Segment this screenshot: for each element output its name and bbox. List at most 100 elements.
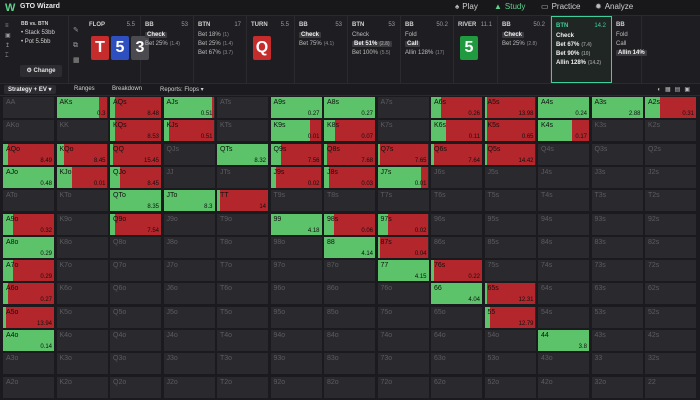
hand-cell-ajo[interactable]: AJo 0.48 <box>2 165 55 189</box>
hand-cell-t6s[interactable]: T6s <box>430 189 483 213</box>
hand-cell-jts[interactable]: JTs <box>216 165 269 189</box>
hand-cell-aqs[interactable]: AQs 8.48 <box>109 96 162 119</box>
action-option[interactable]: Check <box>502 32 525 38</box>
hand-cell-t7o[interactable]: T7o <box>216 259 269 283</box>
hand-cell-63s[interactable]: 63s <box>590 282 644 306</box>
action-option[interactable]: Bet 90% (10) <box>556 51 591 57</box>
hand-cell-kjs[interactable]: KJs 0.51 <box>162 119 216 143</box>
tab-breakdown[interactable]: Breakdown <box>112 86 143 92</box>
hand-cell-77[interactable]: 77 4.15 <box>376 259 430 283</box>
action-panel-bb[interactable]: BB 50.2 Check Bet 25% (2.8) <box>498 16 551 83</box>
hand-cell-j8o[interactable]: J8o <box>162 235 216 259</box>
hand-cell-qjo[interactable]: QJo 8.45 <box>109 165 162 189</box>
hand-cell-a5s[interactable]: A5s 13.98 <box>483 96 537 119</box>
hand-cell-j3s[interactable]: J3s <box>590 165 644 189</box>
hand-cell-aa[interactable]: AA <box>2 96 55 119</box>
pencil-icon[interactable]: ✎ <box>73 27 79 34</box>
hand-cell-a9o[interactable]: A9o 0.32 <box>2 212 55 236</box>
hand-cell-a5o[interactable]: A5o 13.94 <box>2 305 55 329</box>
hand-cell-k7s[interactable]: K7s <box>376 119 430 143</box>
pin-icon[interactable]: ⌶ <box>5 53 9 59</box>
hand-cell-j7s[interactable]: J7s 0.01 <box>376 165 430 189</box>
hand-cell-j9o[interactable]: J9o <box>162 212 216 236</box>
hand-cell-t4o[interactable]: T4o <box>216 329 269 352</box>
hand-cell-52o[interactable]: 52o <box>483 375 537 399</box>
hand-cell-t9o[interactable]: T9o <box>216 212 269 236</box>
hand-cell-k3o[interactable]: K3o <box>55 352 109 376</box>
hand-cell-ajs[interactable]: AJs 0.51 <box>162 96 216 119</box>
hand-cell-t7s[interactable]: T7s <box>376 189 430 213</box>
hand-cell-a7s[interactable]: A7s <box>376 96 430 119</box>
hand-cell-j6o[interactable]: J6o <box>162 282 216 306</box>
hand-cell-a6s[interactable]: A6s 0.26 <box>430 96 483 119</box>
hand-cell-a6o[interactable]: A6o 0.27 <box>2 282 55 306</box>
hand-cell-98s[interactable]: 98s 0.06 <box>323 212 376 236</box>
hand-cell-aks[interactable]: AKs 0.3 <box>55 96 109 119</box>
hand-cell-93o[interactable]: 93o <box>269 352 323 376</box>
hand-cell-32s[interactable]: 32s <box>644 352 697 376</box>
hand-cell-a3o[interactable]: A3o <box>2 352 55 376</box>
hand-cell-98o[interactable]: 98o <box>269 235 323 259</box>
hand-cell-44[interactable]: 44 3.8 <box>537 329 590 352</box>
hand-cell-87s[interactable]: 87s 0.04 <box>376 235 430 259</box>
hand-cell-54o[interactable]: 54o <box>483 329 537 352</box>
hand-cell-85s[interactable]: 85s <box>483 235 537 259</box>
hand-cell-a4s[interactable]: A4s 0.24 <box>537 96 590 119</box>
hand-cell-t6o[interactable]: T6o <box>216 282 269 306</box>
hand-cell-k9s[interactable]: K9s 0.01 <box>269 119 323 143</box>
hand-cell-q8s[interactable]: Q8s 7.68 <box>323 142 376 166</box>
action-panel-bb[interactable]: BB 53 Check Bet 75% (4.1) <box>295 16 348 83</box>
hand-cell-74s[interactable]: 74s <box>537 259 590 283</box>
hand-cell-tt[interactable]: TT 14 <box>216 189 269 213</box>
nav-practice[interactable]: ▭ Practice <box>541 2 580 11</box>
action-option[interactable]: Call <box>405 41 421 47</box>
hand-cell-t2o[interactable]: T2o <box>216 375 269 399</box>
action-option[interactable]: Allin 14% <box>616 50 647 56</box>
hand-cell-t8s[interactable]: T8s <box>323 189 376 213</box>
action-option[interactable]: Bet 67% (7.4) <box>556 42 592 48</box>
action-option[interactable]: Bet 18% (1) <box>198 32 229 38</box>
action-option[interactable]: Bet 100% (5.5) <box>352 50 391 56</box>
action-option[interactable]: Bet 51% (2.8) <box>352 41 392 47</box>
hand-cell-87o[interactable]: 87o <box>323 259 376 283</box>
hand-cell-66[interactable]: 66 4.04 <box>430 282 483 306</box>
hand-cell-k5s[interactable]: K5s 0.65 <box>483 119 537 143</box>
hand-cell-q4o[interactable]: Q4o <box>109 329 162 352</box>
action-option[interactable]: Fold <box>405 32 417 38</box>
hand-cell-96o[interactable]: 96o <box>269 282 323 306</box>
hand-cell-q2s[interactable]: Q2s <box>644 142 697 166</box>
hand-cell-96s[interactable]: 96s <box>430 212 483 236</box>
hand-cell-k8o[interactable]: K8o <box>55 235 109 259</box>
nav-analyze[interactable]: ✹ Analyze <box>595 2 633 11</box>
hand-cell-kqs[interactable]: KQs 8.53 <box>109 119 162 143</box>
hand-cell-t9s[interactable]: T9s <box>269 189 323 213</box>
hand-cell-k4o[interactable]: K4o <box>55 329 109 352</box>
hand-cell-a8o[interactable]: A8o 0.29 <box>2 235 55 259</box>
action-panel-turn[interactable]: TURN 5.5 Q <box>247 16 295 83</box>
hand-cell-aqo[interactable]: AQo 8.49 <box>2 142 55 166</box>
hand-cell-qq[interactable]: QQ 15.45 <box>109 142 162 166</box>
hand-cell-q9o[interactable]: Q9o 7.54 <box>109 212 162 236</box>
hand-cell-kto[interactable]: KTo <box>55 189 109 213</box>
action-panel-bb[interactable]: BB Fold Call Allin 14% <box>612 16 647 83</box>
hand-cell-k5o[interactable]: K5o <box>55 305 109 329</box>
hand-cell-t5o[interactable]: T5o <box>216 305 269 329</box>
action-panel-btn[interactable]: BTN 14.2 Check Bet 67% (7.4) Bet 90% (10) Allin… <box>551 16 612 83</box>
hand-cell-97o[interactable]: 97o <box>269 259 323 283</box>
hand-cell-32o[interactable]: 32o <box>590 375 644 399</box>
hand-cell-84s[interactable]: 84s <box>537 235 590 259</box>
action-option[interactable]: Bet 67% (3.7) <box>198 50 233 56</box>
hand-cell-99[interactable]: 99 4.18 <box>269 212 323 236</box>
hand-cell-qts[interactable]: QTs 8.32 <box>216 142 269 166</box>
hand-cell-q3s[interactable]: Q3s <box>590 142 644 166</box>
hand-cell-k7o[interactable]: K7o <box>55 259 109 283</box>
hand-cell-j6s[interactable]: J6s <box>430 165 483 189</box>
hand-cell-a9s[interactable]: A9s 0.27 <box>269 96 323 119</box>
hand-cell-73o[interactable]: 73o <box>376 352 430 376</box>
hand-cell-j7o[interactable]: J7o <box>162 259 216 283</box>
hand-cell-33[interactable]: 33 <box>590 352 644 376</box>
hand-cell-k6s[interactable]: K6s 0.11 <box>430 119 483 143</box>
tab-strategy-ev[interactable]: Strategy + EV ▾ <box>4 85 56 94</box>
hand-cell-76o[interactable]: 76o <box>376 282 430 306</box>
hand-cell-76s[interactable]: 76s 0.22 <box>430 259 483 283</box>
